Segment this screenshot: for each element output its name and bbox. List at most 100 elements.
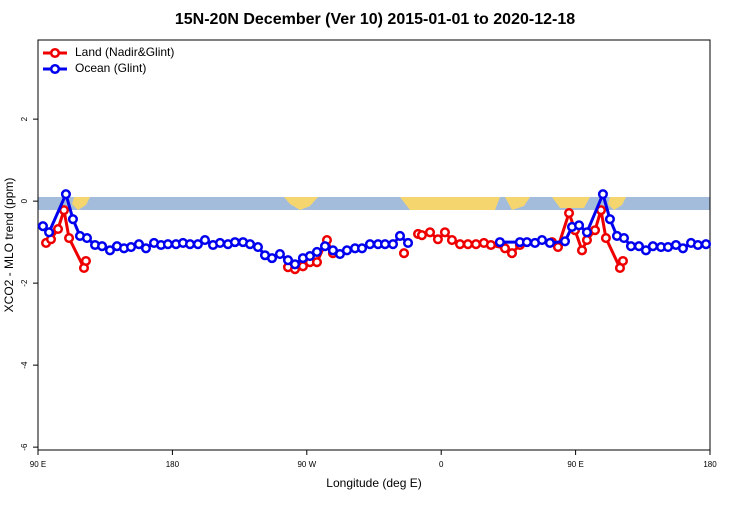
point	[81, 232, 93, 244]
chart-title: 15N-20N December (Ver 10) 2015-01-01 to …	[175, 11, 575, 28]
point	[125, 242, 137, 253]
point	[573, 220, 585, 231]
point	[44, 227, 55, 238]
ocean-strip	[38, 197, 710, 210]
land-patch	[552, 197, 590, 208]
x-tick-label: 0	[439, 460, 444, 469]
point	[662, 242, 674, 253]
point	[37, 221, 48, 232]
point	[692, 239, 703, 251]
point	[581, 227, 592, 238]
point	[133, 239, 144, 250]
point	[633, 241, 644, 252]
point	[576, 245, 588, 256]
point	[364, 239, 376, 250]
point	[604, 214, 615, 225]
point	[499, 243, 511, 254]
x-axis-label: Longitude (deg E)	[326, 476, 421, 490]
point	[97, 241, 108, 252]
point	[439, 227, 450, 238]
point	[625, 241, 637, 252]
x-tick-label: 90 W	[297, 460, 316, 469]
legend-label: Land (Nadir&Glint)	[75, 45, 174, 59]
legend-label: Ocean (Glint)	[75, 61, 146, 75]
point	[559, 236, 571, 247]
point	[341, 245, 353, 256]
point	[319, 241, 331, 252]
point	[544, 237, 555, 248]
point	[677, 243, 689, 254]
point	[394, 230, 406, 242]
legend-marker	[49, 63, 61, 75]
point	[424, 227, 436, 238]
point	[398, 248, 410, 259]
land-patch	[284, 197, 318, 210]
land-patch	[400, 197, 500, 210]
point	[446, 235, 458, 246]
legend-marker	[49, 47, 61, 59]
y-tick-label: 2	[20, 116, 29, 121]
point	[432, 234, 443, 245]
point	[597, 189, 608, 200]
point	[470, 239, 482, 250]
point	[140, 243, 152, 254]
y-tick-label: -6	[20, 443, 29, 451]
point	[162, 239, 173, 250]
point	[380, 239, 391, 250]
point	[357, 243, 368, 254]
point	[563, 207, 575, 219]
y-tick-label: -2	[20, 279, 29, 287]
point	[617, 255, 628, 267]
point	[462, 239, 473, 250]
point	[229, 237, 241, 248]
point	[214, 237, 226, 248]
point	[581, 235, 592, 246]
point	[311, 257, 323, 268]
point	[245, 239, 256, 250]
point	[60, 189, 71, 200]
point	[402, 237, 414, 248]
y-tick-label: -4	[20, 361, 29, 369]
point	[252, 242, 264, 253]
point	[282, 255, 294, 266]
point	[387, 239, 399, 250]
y-axis-label: XCO2 - MLO trend (ppm)	[2, 178, 16, 313]
point	[454, 239, 466, 250]
point	[640, 245, 651, 256]
x-tick-label: 90 E	[567, 460, 583, 469]
point	[552, 242, 564, 253]
point	[600, 232, 611, 244]
x-tick-label: 180	[703, 460, 717, 469]
land-patch	[505, 197, 530, 210]
point	[521, 237, 532, 248]
point	[311, 246, 323, 258]
point	[494, 237, 505, 248]
point	[589, 225, 601, 236]
point	[416, 230, 427, 241]
point	[52, 223, 64, 235]
land-patch	[608, 197, 626, 210]
point	[274, 248, 285, 260]
point	[506, 248, 518, 259]
point	[647, 241, 659, 252]
point	[485, 239, 496, 251]
point	[618, 232, 630, 244]
point	[184, 239, 196, 250]
x-tick-label: 180	[166, 460, 180, 469]
x-tick-label: 90 E	[30, 460, 46, 469]
point	[266, 253, 278, 264]
point	[67, 214, 78, 225]
land-patch	[72, 197, 90, 210]
point	[199, 235, 211, 246]
map-strip	[38, 197, 710, 210]
point	[64, 232, 75, 244]
point	[304, 251, 315, 262]
point	[104, 245, 116, 256]
point	[700, 239, 712, 250]
point	[80, 255, 91, 267]
point	[536, 235, 548, 246]
point	[192, 239, 203, 250]
point	[289, 259, 301, 270]
y-tick-label: 0	[20, 198, 29, 203]
